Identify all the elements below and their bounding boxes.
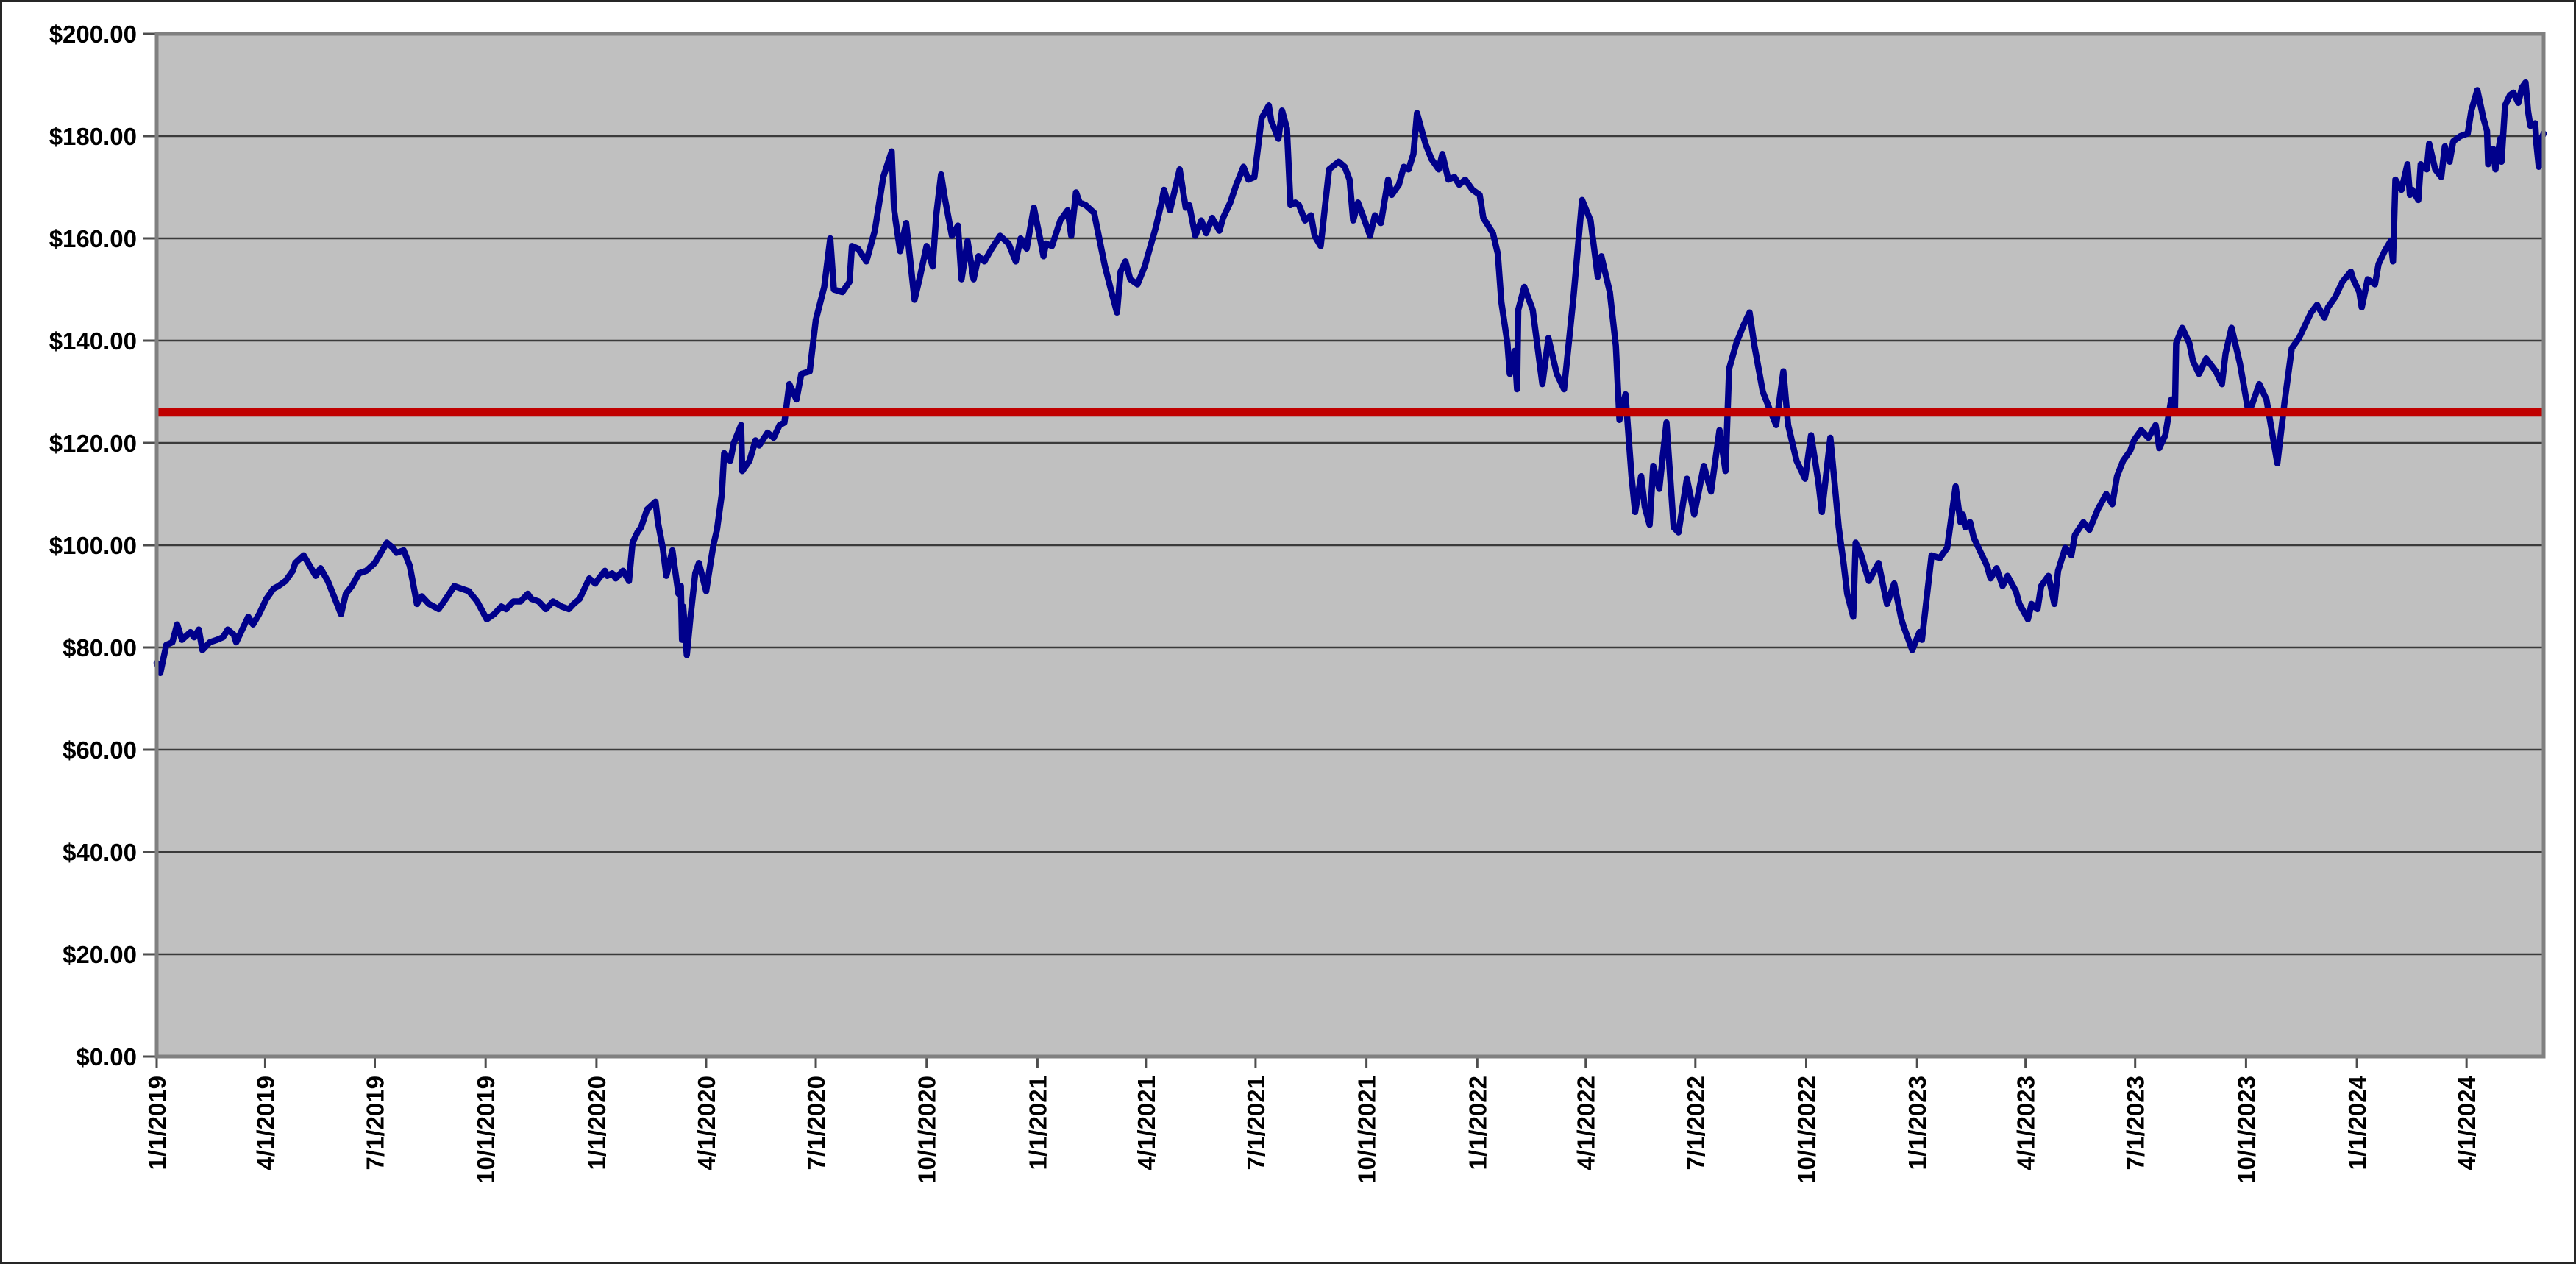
x-axis-tick-label: 1/1/2020 [583,1076,611,1170]
x-axis-tick-label: 7/1/2020 [803,1076,830,1170]
y-axis-tick-label: $0.00 [76,1043,137,1071]
y-axis-tick-label: $80.00 [63,634,137,661]
x-axis-tick-label: 1/1/2021 [1024,1076,1051,1170]
y-axis-tick-label: $160.00 [49,225,137,252]
x-axis-tick-label: 4/1/2024 [2453,1075,2480,1170]
y-axis-tick-label: $140.00 [49,327,137,355]
x-axis-tick-label: 7/1/2023 [2122,1076,2149,1170]
x-axis-tick-label: 7/1/2021 [1242,1076,1270,1170]
x-axis-tick-label: 7/1/2022 [1682,1076,1709,1170]
y-axis-tick-label: $100.00 [49,532,137,559]
x-axis-tick-label: 4/1/2019 [252,1076,279,1170]
y-axis-tick-label: $120.00 [49,430,137,457]
x-axis-tick-label: 4/1/2020 [693,1076,720,1170]
y-axis-tick-label: $200.00 [49,21,137,48]
x-axis-tick-label: 4/1/2022 [1573,1076,1600,1170]
x-axis-tick-label: 7/1/2019 [361,1076,388,1170]
x-axis-tick-label: 4/1/2021 [1133,1076,1160,1170]
x-axis-tick-label: 10/1/2023 [2232,1076,2260,1184]
y-axis-tick-label: $60.00 [63,736,137,764]
x-axis-tick-label: 1/1/2024 [2344,1075,2371,1170]
x-axis-tick-label: 10/1/2020 [914,1076,941,1184]
price-line-series [153,79,2547,677]
x-axis-tick-label: 4/1/2023 [2013,1076,2040,1170]
x-axis-tick-label: 10/1/2019 [472,1076,499,1184]
y-axis-tick-label: $180.00 [49,123,137,150]
x-axis-tick-label: 1/1/2019 [143,1076,171,1170]
y-axis-tick-label: $20.00 [63,941,137,968]
x-axis-tick-label: 1/1/2022 [1464,1076,1491,1170]
plot-border [154,32,2546,1059]
x-axis-tick-label: 1/1/2023 [1904,1076,1931,1170]
x-axis-tick-label: 10/1/2022 [1793,1076,1821,1184]
x-axis-tick-label: 10/1/2021 [1353,1076,1381,1184]
y-axis-tick-label: $40.00 [63,839,137,866]
